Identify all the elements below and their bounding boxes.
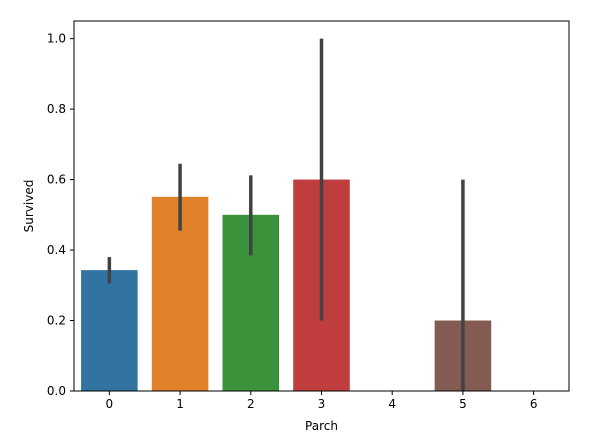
bar-0 xyxy=(81,270,138,391)
x-tick-label: 2 xyxy=(247,397,255,411)
y-tick-label: 0.6 xyxy=(47,173,66,187)
y-axis-label: Survived xyxy=(22,180,36,233)
y-tick-label: 0.0 xyxy=(47,384,66,398)
bars-layer xyxy=(81,179,492,391)
y-tick-label: 0.2 xyxy=(47,314,66,328)
y-tick-label: 0.4 xyxy=(47,243,66,257)
x-tick-label: 6 xyxy=(530,397,538,411)
error-bars-layer xyxy=(107,38,465,391)
x-tick-label: 3 xyxy=(318,397,326,411)
x-tick-label: 5 xyxy=(459,397,467,411)
y-tick-label: 0.8 xyxy=(47,102,66,116)
x-ticks-layer: 0 1 2 3 4 5 6 xyxy=(106,391,538,411)
x-tick-label: 0 xyxy=(106,397,114,411)
y-ticks-layer: 0.0 0.2 0.4 0.6 0.8 1.0 xyxy=(47,32,74,398)
x-tick-label: 4 xyxy=(388,397,396,411)
x-tick-label: 1 xyxy=(176,397,184,411)
y-tick-label: 1.0 xyxy=(47,32,66,46)
x-axis-label: Parch xyxy=(305,419,338,433)
